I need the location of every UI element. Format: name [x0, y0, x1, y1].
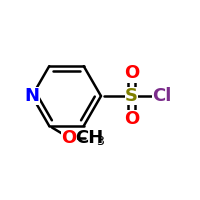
- Text: 3: 3: [96, 135, 104, 148]
- Text: O: O: [124, 110, 139, 128]
- Text: O: O: [61, 129, 77, 147]
- Text: O: O: [124, 64, 139, 82]
- Text: CH: CH: [76, 129, 104, 147]
- Text: Cl: Cl: [152, 87, 172, 105]
- Text: S: S: [125, 87, 138, 105]
- Text: N: N: [24, 87, 39, 105]
